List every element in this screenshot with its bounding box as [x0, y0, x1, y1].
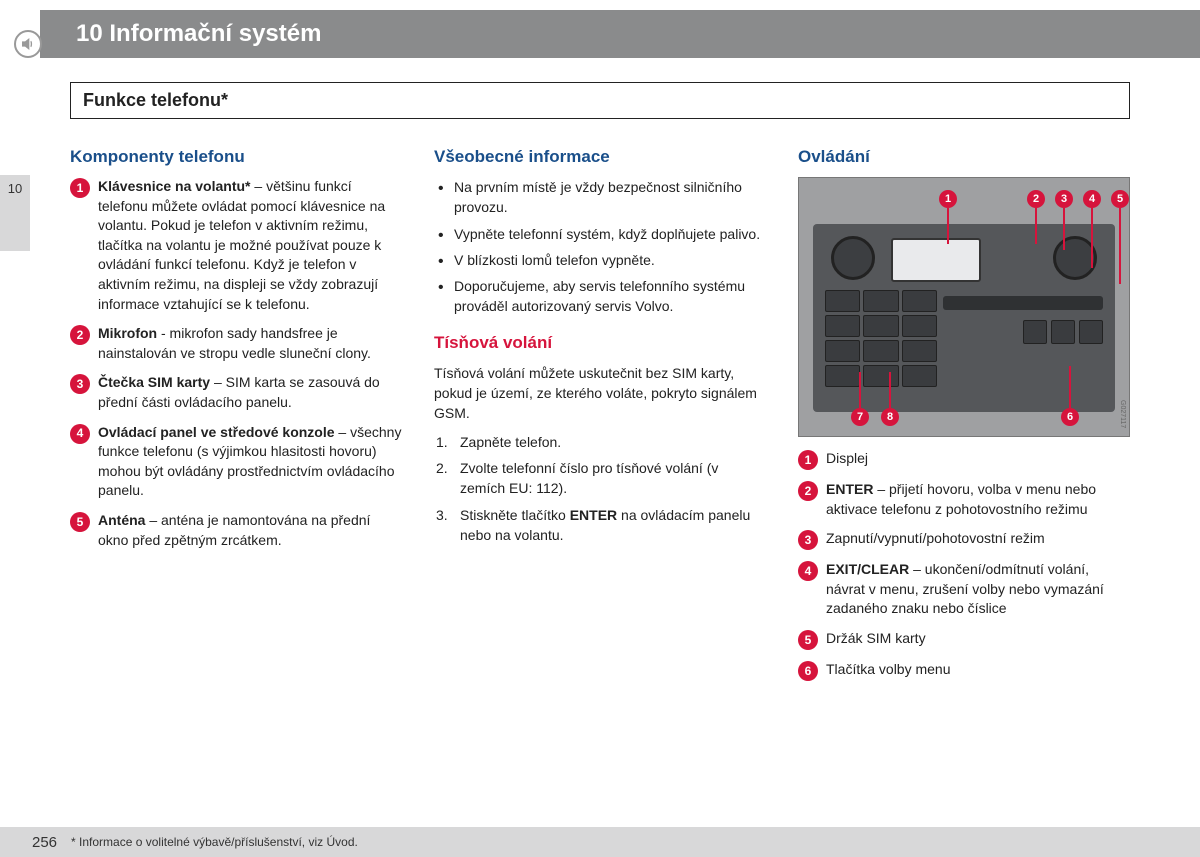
- bullet-item: V blízkosti lomů telefon vypněte.: [434, 250, 766, 270]
- list-item: 3 Čtečka SIM karty – SIM karta se zasouv…: [70, 373, 402, 412]
- figure-callout: 4: [1083, 190, 1101, 208]
- col1-heading: Komponenty telefonu: [70, 147, 402, 167]
- column-1: Komponenty telefonu 1 Klávesnice na vola…: [70, 147, 402, 691]
- legend-item: 5 Držák SIM karty: [798, 629, 1130, 650]
- list-item: 1 Klávesnice na volantu* – většinu funkc…: [70, 177, 402, 314]
- column-3: Ovládání 1 2 3 4 5 7 8 6: [798, 147, 1130, 691]
- figure-callout: 6: [1061, 408, 1079, 426]
- number-badge: 3: [798, 530, 818, 550]
- chapter-title: Informační systém: [109, 20, 321, 48]
- bullet-item: Doporučujeme, aby servis telefonního sys…: [434, 276, 766, 317]
- bullet-item: Vypněte telefonní systém, když doplňujet…: [434, 224, 766, 244]
- step-item: Zapněte telefon.: [434, 432, 766, 452]
- col3-heading: Ovládání: [798, 147, 1130, 167]
- number-badge: 3: [70, 374, 90, 394]
- figure-callout: 1: [939, 190, 957, 208]
- column-2: Všeobecné informace Na prvním místě je v…: [434, 147, 766, 691]
- figure-callout: 3: [1055, 190, 1073, 208]
- legend-item: 4 EXIT/CLEAR – ukončení/odmítnutí volání…: [798, 560, 1130, 619]
- legend-item: 3 Zapnutí/vypnutí/pohotovostní režim: [798, 529, 1130, 550]
- section-title: Funkce telefonu*: [70, 82, 1130, 119]
- number-badge: 4: [70, 424, 90, 444]
- legend-item: 2 ENTER – přijetí hovoru, volba v menu n…: [798, 480, 1130, 519]
- list-item: 2 Mikrofon - mikrofon sady handsfree je …: [70, 324, 402, 363]
- number-badge: 2: [798, 481, 818, 501]
- control-panel-figure: 1 2 3 4 5 7 8 6: [798, 177, 1130, 437]
- emergency-steps: Zapněte telefon. Zvolte telefonní číslo …: [434, 432, 766, 545]
- speaker-icon: [14, 30, 42, 58]
- side-tab: 10: [0, 175, 30, 251]
- figure-callout: 5: [1111, 190, 1129, 208]
- chapter-header: 10 Informační systém: [40, 10, 1200, 58]
- general-info-list: Na prvním místě je vždy bezpečnost silni…: [434, 177, 766, 317]
- step-item: Zvolte telefonní číslo pro tísňové volán…: [434, 458, 766, 499]
- figure-callout: 2: [1027, 190, 1045, 208]
- bullet-item: Na prvním místě je vždy bezpečnost silni…: [434, 177, 766, 218]
- legend-item: 1 Displej: [798, 449, 1130, 470]
- components-list: 1 Klávesnice na volantu* – většinu funkc…: [70, 177, 402, 550]
- chapter-number: 10: [76, 20, 103, 48]
- step-item: Stiskněte tlačítko ENTER na ovládacím pa…: [434, 505, 766, 546]
- number-badge: 5: [798, 630, 818, 650]
- col2-heading2: Tísňová volání: [434, 333, 766, 353]
- figure-code: G027117: [1119, 400, 1126, 428]
- number-badge: 1: [70, 178, 90, 198]
- content-columns: Komponenty telefonu 1 Klávesnice na vola…: [70, 147, 1130, 691]
- page-number: 256: [32, 834, 57, 851]
- legend-item: 6 Tlačítka volby menu: [798, 660, 1130, 681]
- figure-callout: 7: [851, 408, 869, 426]
- legend-list: 1 Displej 2 ENTER – přijetí hovoru, volb…: [798, 449, 1130, 681]
- list-item: 5 Anténa – anténa je namontována na před…: [70, 511, 402, 550]
- emergency-para: Tísňová volání můžete uskutečnit bez SIM…: [434, 363, 766, 424]
- number-badge: 2: [70, 325, 90, 345]
- number-badge: 5: [70, 512, 90, 532]
- figure-callout: 8: [881, 408, 899, 426]
- page-footer: 256 * Informace o volitelné výbavě/přísl…: [0, 827, 1200, 857]
- number-badge: 4: [798, 561, 818, 581]
- col2-heading1: Všeobecné informace: [434, 147, 766, 167]
- number-badge: 6: [798, 661, 818, 681]
- list-item: 4 Ovládací panel ve středové konzole – v…: [70, 423, 402, 501]
- number-badge: 1: [798, 450, 818, 470]
